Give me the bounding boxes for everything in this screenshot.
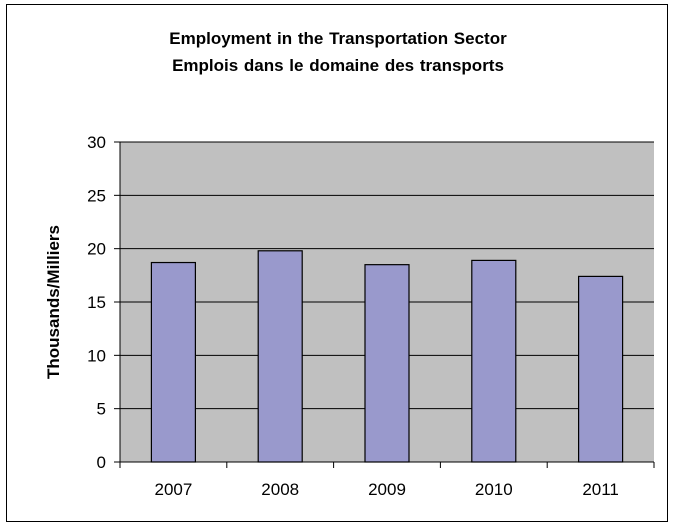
axes <box>114 141 655 468</box>
bar-2008 <box>257 250 303 463</box>
y-tick-label: 30 <box>87 133 106 152</box>
bars <box>150 250 624 463</box>
x-tick-label: 2010 <box>475 480 513 499</box>
bar-2007 <box>150 261 196 463</box>
chart-subtitle: Emplois dans le domaine des transports <box>172 56 504 75</box>
x-tick-label: 2008 <box>261 480 299 499</box>
y-tick-label: 10 <box>87 346 106 365</box>
y-tick-label: 15 <box>87 293 106 312</box>
y-tick-label: 20 <box>87 240 106 259</box>
y-tick-label: 5 <box>97 400 106 419</box>
x-tick-label: 2009 <box>368 480 406 499</box>
y-axis-label: Thousands/Milliers <box>44 225 63 379</box>
y-tick-label: 25 <box>87 186 106 205</box>
bar-2011 <box>577 275 624 463</box>
x-tick-labels: 2007 2008 2009 2010 2011 <box>154 480 618 499</box>
x-tick-label: 2007 <box>154 480 192 499</box>
y-tick-label: 0 <box>97 453 106 472</box>
bar-2010 <box>471 259 517 463</box>
x-tick-label: 2011 <box>582 480 619 499</box>
y-tick-labels: 0 5 10 15 20 25 30 <box>87 133 106 472</box>
bar-2009 <box>364 264 410 463</box>
chart-title: Employment in the Transportation Sector <box>169 29 507 48</box>
